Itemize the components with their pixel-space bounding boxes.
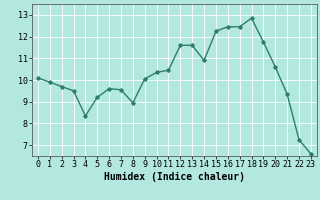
X-axis label: Humidex (Indice chaleur): Humidex (Indice chaleur) <box>104 172 245 182</box>
